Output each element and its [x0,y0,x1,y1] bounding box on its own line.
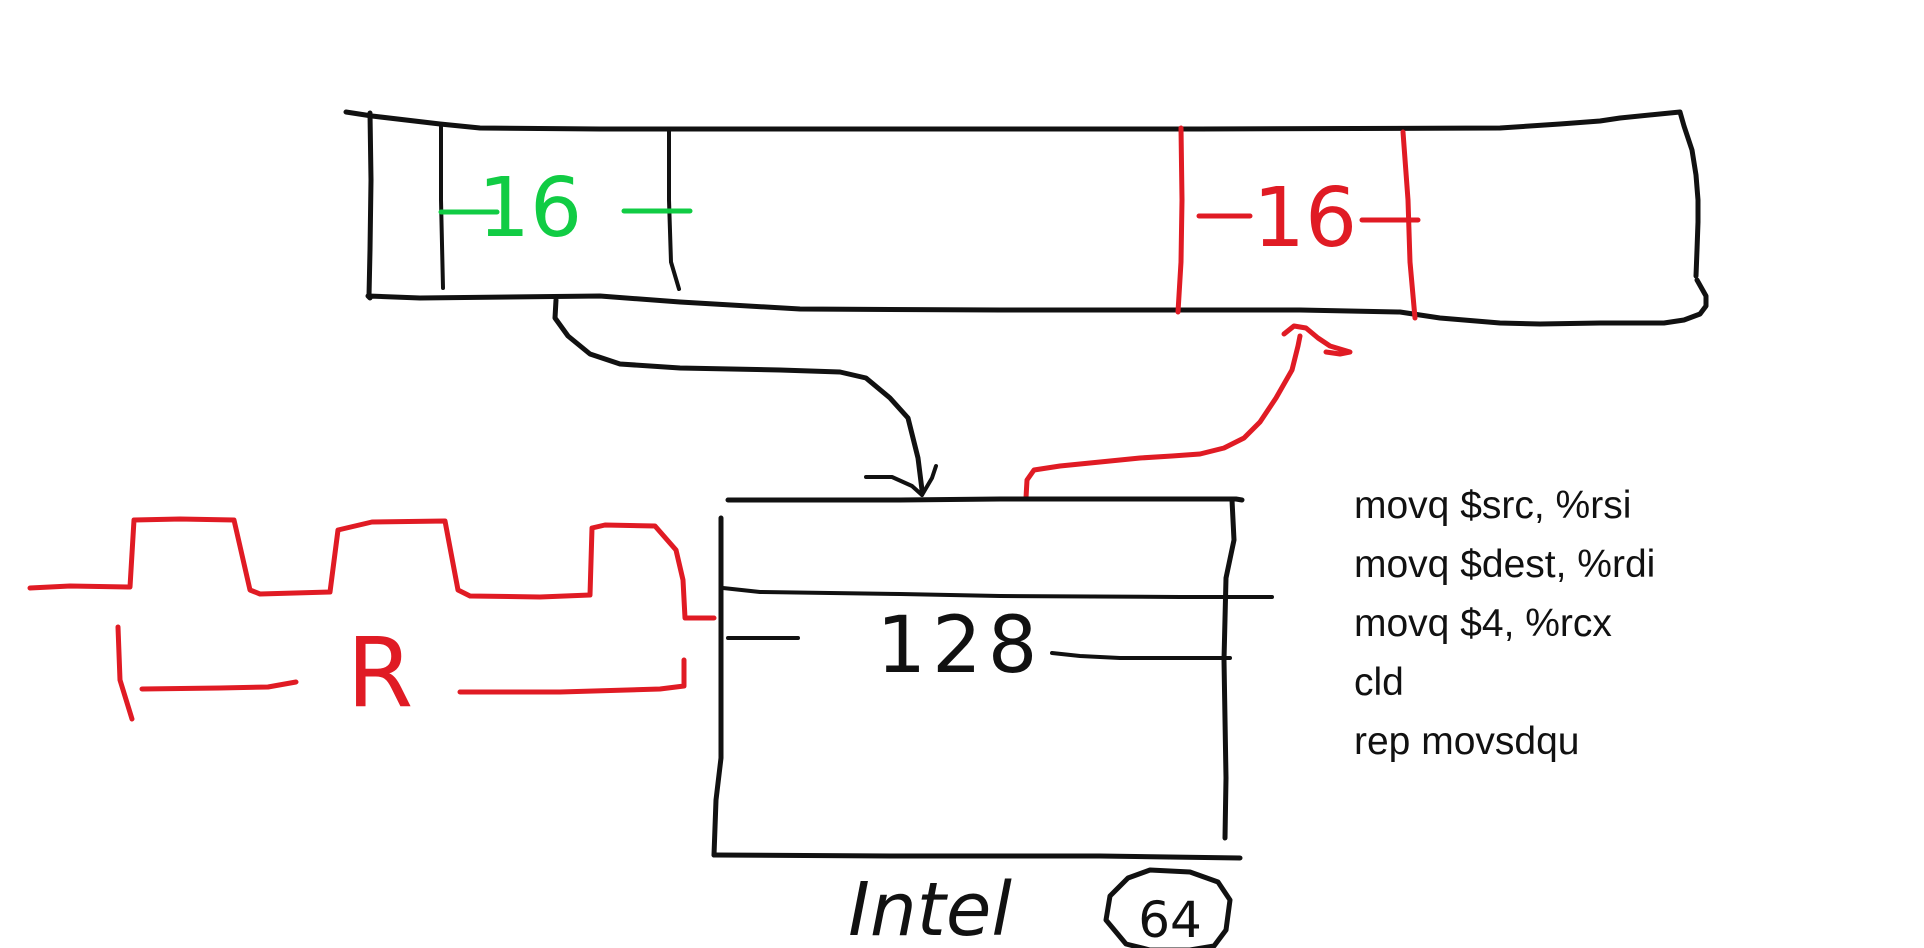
clock-period-label: R [347,617,414,729]
register-box [711,496,1274,861]
source-block-marker [438,208,693,215]
register-width-label: 128 [877,601,1044,691]
clock-period-marker [115,624,687,722]
bits-badge [1103,867,1233,948]
dest-block-marker [1175,125,1421,321]
assembly-line: movq $dest, %rdi [1354,543,1656,586]
assembly-line: cld [1354,661,1404,704]
assembly-line: rep movsdqu [1354,720,1580,763]
assembly-line: movq $src, %rsi [1354,484,1632,527]
store-arrow [1023,323,1353,501]
cpu-label: Intel [848,867,1012,948]
load-arrow [552,297,938,497]
assembly-line: movq $4, %rcx [1354,602,1612,645]
assembly-code: movq $src, %rsi movq $dest, %rdi movq $4… [1354,476,1655,771]
clock-waveform [27,516,717,621]
dest-block-label: 16 [1253,171,1357,266]
memory-strip [343,109,1709,327]
source-block-label: 16 [478,161,582,256]
bits-label: 64 [1138,891,1202,948]
